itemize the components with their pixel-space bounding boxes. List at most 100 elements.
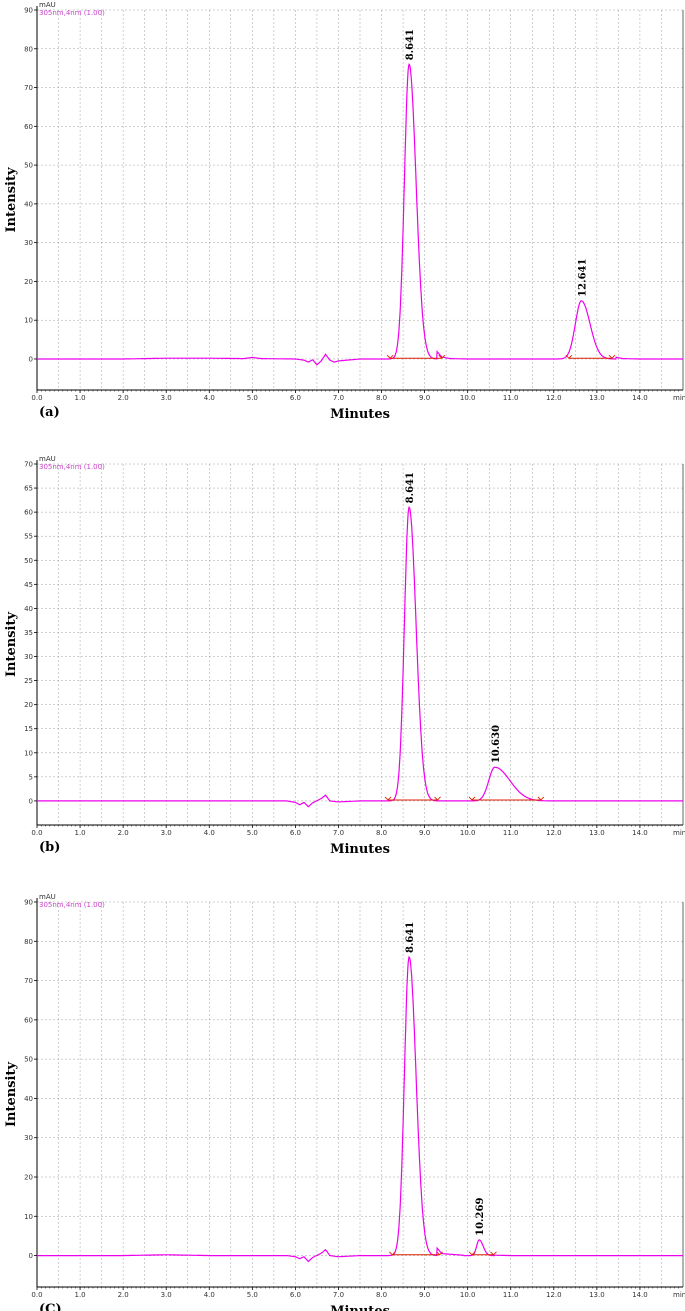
y-tick-label: 0 [29,355,33,363]
y-tick-label: 50 [24,1056,33,1064]
x-tick-label: 1.0 [74,829,85,837]
x-tick-label: 5.0 [247,394,258,402]
y-tick-label: 70 [24,461,33,469]
x-tick-label: 9.0 [419,394,430,402]
y-tick-label: 15 [24,725,33,733]
x-tick-label: 8.0 [376,1291,387,1299]
chromatogram-trace-b [37,505,683,808]
y-tick-label: 90 [24,7,33,15]
x-axis-title: Minutes [330,842,390,857]
integration-start-marker [388,1251,396,1256]
x-tick-label: 2.0 [118,829,129,837]
x-tick-label: 10.0 [460,1291,476,1299]
y-unit-label: mAU [39,455,56,463]
y-tick-label: 60 [24,123,33,131]
x-tick-label: 3.0 [161,394,172,402]
x-tick-label: 10.0 [460,829,476,837]
x-tick-label: 7.0 [333,829,344,837]
x-tick-label: 6.0 [290,829,301,837]
x-tick-label: 14.0 [632,394,648,402]
peak-label: 12.641 [577,259,588,297]
integration-end-marker [438,354,446,359]
x-tick-label: 11.0 [503,1291,519,1299]
x-tick-label: 8.0 [376,829,387,837]
peak-label: 10.630 [491,725,502,763]
x-tick-label: 12.0 [546,829,562,837]
chromatogram-trace-a [37,62,683,366]
y-tick-label: 45 [24,581,33,589]
y-tick-label: 20 [24,1174,33,1182]
y-tick-label: 60 [24,509,33,517]
y-tick-label: 30 [24,653,33,661]
y-tick-label: 0 [29,797,33,805]
peak-label: 10.269 [475,1198,486,1236]
y-tick-label: 80 [24,45,33,53]
x-tick-label: 11.0 [503,829,519,837]
x-tick-label: 5.0 [247,1291,258,1299]
chromatogram-panel-a: 0.0 1.0 2.0 3.0 4.0 5.0 6.0 7.0 8.0 9.0 10.0 11.0 12… [0,0,685,425]
panel-label: (b) [39,840,60,855]
x-tick-label: 5.0 [247,829,258,837]
chromatogram-panel-c: 0.0 1.0 2.0 3.0 4.0 5.0 6.0 7.0 8.0 9.0 10.0 11.0 12… [0,885,685,1311]
x-tick-label: 1.0 [74,1291,85,1299]
y-tick-label: 55 [24,533,33,541]
detector-label: 305nm,4nm (1.00) [39,901,105,909]
x-tick-label: 12.0 [546,394,562,402]
y-tick-label: 0 [29,1252,33,1260]
chart-svg-a: 0.0 1.0 2.0 3.0 4.0 5.0 6.0 7.0 8.0 9.0 10.0 11.0 12… [4,1,685,422]
x-tick-label: 9.0 [419,1291,430,1299]
integration-start-marker [468,796,476,801]
x-tick-label: 14.0 [632,1291,648,1299]
x-tick-label: 0.0 [31,1291,42,1299]
x-tick-label: 4.0 [204,829,215,837]
y-tick-label: 90 [24,899,33,907]
x-unit-label: min [673,829,685,837]
chromatogram-trace-c [37,955,683,1263]
x-unit-label: min [673,394,685,402]
x-tick-label: 11.0 [503,394,519,402]
y-unit-label: mAU [39,1,56,9]
x-tick-label: 6.0 [290,394,301,402]
y-tick-label: 80 [24,938,33,946]
y-tick-label: 20 [24,278,33,286]
y-tick-label: 10 [24,1213,33,1221]
x-tick-label: 6.0 [290,1291,301,1299]
y-axis-title: Intensity [4,167,19,233]
x-tick-label: 3.0 [161,829,172,837]
peak-label: 8.641 [405,922,416,953]
y-tick-label: 20 [24,701,33,709]
x-tick-label: 10.0 [460,394,476,402]
integration-start-marker [565,354,573,359]
y-tick-label: 40 [24,605,33,613]
y-tick-label: 60 [24,1016,33,1024]
x-tick-label: 2.0 [118,394,129,402]
grid-c [37,901,683,1287]
integration-end-marker [608,354,616,359]
integration-end-marker [490,1251,497,1256]
integration-start-marker [384,796,392,801]
x-tick-label: 4.0 [204,1291,215,1299]
integration-start-marker [386,354,394,359]
x-tick-label: 13.0 [589,394,605,402]
x-tick-label: 3.0 [161,1291,172,1299]
x-tick-label: 4.0 [204,394,215,402]
x-tick-label: 0.0 [31,394,42,402]
x-tick-label: 2.0 [118,1291,129,1299]
y-tick-label: 5 [29,773,33,781]
peak-label: 8.641 [405,29,416,60]
x-axis-title: Minutes [330,407,390,422]
y-tick-label: 30 [24,239,33,247]
chromatogram-panel-b: 0.0 1.0 2.0 3.0 4.0 5.0 6.0 7.0 8.0 9.0 10.0 11.0 12… [0,447,685,872]
panel-label: (a) [39,405,60,420]
y-tick-label: 25 [24,677,33,685]
y-tick-label: 40 [24,1095,33,1103]
y-unit-label: mAU [39,893,56,901]
y-tick-label: 10 [24,317,33,325]
y-tick-label: 35 [24,629,33,637]
integration-start-marker [468,1251,476,1256]
y-tick-label: 65 [24,485,33,493]
x-tick-label: 12.0 [546,1291,562,1299]
x-tick-label: 1.0 [74,394,85,402]
y-tick-label: 50 [24,557,33,565]
y-tick-label: 50 [24,162,33,170]
